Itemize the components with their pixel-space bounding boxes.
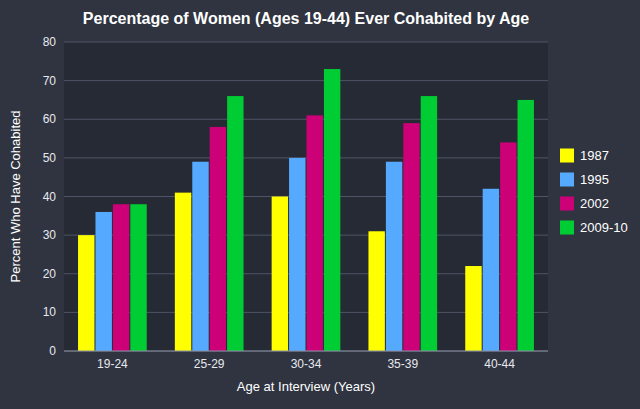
legend-label: 2009-10 bbox=[580, 220, 628, 235]
bar bbox=[192, 162, 208, 351]
bar bbox=[483, 189, 499, 351]
bar bbox=[130, 204, 146, 351]
legend-swatch bbox=[560, 173, 574, 187]
y-tick-label: 30 bbox=[43, 228, 57, 242]
legend-swatch bbox=[560, 149, 574, 163]
y-axis: 0 10 20 30 40 50 60 70 80 bbox=[43, 35, 548, 358]
title: Percentage of Women (Ages 19-44) Ever Co… bbox=[83, 10, 529, 27]
x-axis-label: Age at Interview (Years) bbox=[237, 379, 375, 394]
x-tick-label: 25-29 bbox=[194, 357, 225, 371]
y-tick-label: 20 bbox=[43, 267, 57, 281]
y-tick-label: 50 bbox=[43, 151, 57, 165]
y-tick-label: 80 bbox=[43, 35, 57, 49]
bar bbox=[421, 96, 437, 351]
y-axis-label: Percent Who Have Cohabited bbox=[8, 111, 23, 283]
legend-swatch bbox=[560, 197, 574, 211]
bar bbox=[175, 193, 191, 351]
bar bbox=[368, 231, 384, 351]
bar bbox=[95, 212, 111, 351]
grid-line bbox=[64, 196, 548, 197]
bar bbox=[78, 235, 94, 351]
bars bbox=[78, 69, 534, 351]
y-tick-label: 70 bbox=[43, 74, 57, 88]
legend: 1987 1995 2002 2009-10 bbox=[560, 148, 628, 235]
plot-area bbox=[64, 42, 548, 351]
bar bbox=[324, 69, 340, 351]
x-axis: 19-24 25-29 30-34 35-39 40-44 bbox=[64, 351, 548, 371]
chart: 0 10 20 30 40 50 60 70 80 19-24 25-29 30-34 35-39 40-… bbox=[0, 0, 640, 409]
grid-line bbox=[64, 157, 548, 158]
grid-line bbox=[64, 351, 548, 352]
bar bbox=[307, 115, 323, 351]
y-tick-label: 10 bbox=[43, 305, 57, 319]
bar bbox=[227, 96, 243, 351]
legend-label: 1987 bbox=[580, 148, 609, 163]
grid-line bbox=[64, 42, 548, 43]
legend-label: 1995 bbox=[580, 172, 609, 187]
bar bbox=[403, 123, 419, 351]
bar bbox=[518, 100, 534, 351]
bar bbox=[113, 204, 129, 351]
x-axis-line bbox=[64, 351, 548, 352]
x-tick-label: 30-34 bbox=[291, 357, 322, 371]
x-tick-label: 19-24 bbox=[97, 357, 128, 371]
grid-line bbox=[64, 119, 548, 120]
bar bbox=[272, 197, 288, 352]
y-tick-label: 0 bbox=[49, 344, 56, 358]
y-tick-label: 40 bbox=[43, 190, 57, 204]
background bbox=[0, 0, 640, 409]
x-tick-label: 35-39 bbox=[387, 357, 418, 371]
bar bbox=[386, 162, 402, 351]
bar bbox=[500, 142, 516, 351]
legend-label: 2002 bbox=[580, 196, 609, 211]
page: {"chart_data": {"type": "bar", "title": … bbox=[0, 0, 640, 409]
bar bbox=[289, 158, 305, 351]
legend-swatch bbox=[560, 221, 574, 235]
grid-line bbox=[64, 80, 548, 81]
bar bbox=[210, 127, 226, 351]
y-tick-label: 60 bbox=[43, 112, 57, 126]
x-tick-label: 40-44 bbox=[484, 357, 515, 371]
bar bbox=[465, 266, 481, 351]
